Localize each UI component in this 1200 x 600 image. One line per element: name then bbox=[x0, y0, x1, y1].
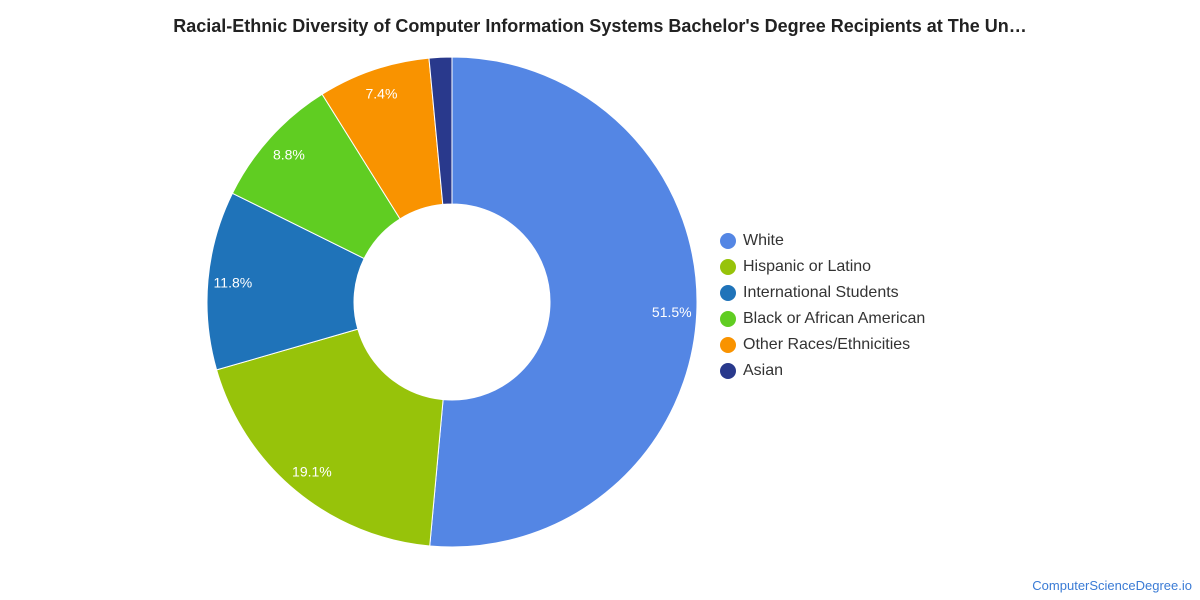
chart-legend: White Hispanic or Latino International Stu… bbox=[720, 228, 925, 384]
legend-swatch-other-races-ethnicities bbox=[720, 337, 736, 353]
legend-item-white[interactable]: White bbox=[720, 228, 925, 254]
slice-label-other-races-ethnicities: 7.4% bbox=[365, 86, 397, 102]
legend-swatch-asian bbox=[720, 363, 736, 379]
legend-item-hispanic-or-latino[interactable]: Hispanic or Latino bbox=[720, 254, 925, 280]
chart-title: Racial-Ethnic Diversity of Computer Info… bbox=[173, 16, 1027, 36]
legend-swatch-black-or-african-american bbox=[720, 311, 736, 327]
legend-label-hispanic-or-latino: Hispanic or Latino bbox=[743, 258, 872, 275]
legend-item-other-races-ethnicities[interactable]: Other Races/Ethnicities bbox=[720, 332, 925, 358]
legend-label-white: White bbox=[743, 232, 784, 249]
legend-label-black-or-african-american: Black or African American bbox=[743, 310, 926, 327]
slice-label-hispanic-or-latino: 19.1% bbox=[292, 464, 332, 480]
slice-label-white: 51.5% bbox=[652, 304, 692, 320]
legend-label-asian: Asian bbox=[743, 362, 784, 379]
legend-item-black-or-african-american[interactable]: Black or African American bbox=[720, 306, 925, 332]
legend-swatch-white bbox=[720, 233, 736, 249]
legend-swatch-international-students bbox=[720, 285, 736, 301]
slice-label-black-or-african-american: 8.8% bbox=[273, 146, 305, 162]
donut-slice-labels: 51.5% 19.1% 11.8% 8.8% 7.4% bbox=[214, 86, 692, 480]
legend-swatch-hispanic-or-latino bbox=[720, 259, 736, 275]
slice-white[interactable] bbox=[429, 56, 698, 548]
legend-label-international-students: International Students bbox=[743, 284, 899, 301]
source-credit[interactable]: ComputerScienceDegree.io bbox=[1032, 578, 1192, 593]
legend-label-other-races-ethnicities: Other Races/Ethnicities bbox=[743, 336, 911, 353]
slice-hispanic-or-latino[interactable] bbox=[215, 328, 444, 547]
donut-slices bbox=[206, 56, 698, 548]
slice-asian[interactable] bbox=[428, 56, 453, 205]
legend-item-international-students[interactable]: International Students bbox=[720, 280, 925, 306]
slice-international-students[interactable] bbox=[206, 192, 365, 371]
legend-item-asian[interactable]: Asian bbox=[720, 358, 925, 384]
slice-label-international-students: 11.8% bbox=[214, 274, 253, 290]
